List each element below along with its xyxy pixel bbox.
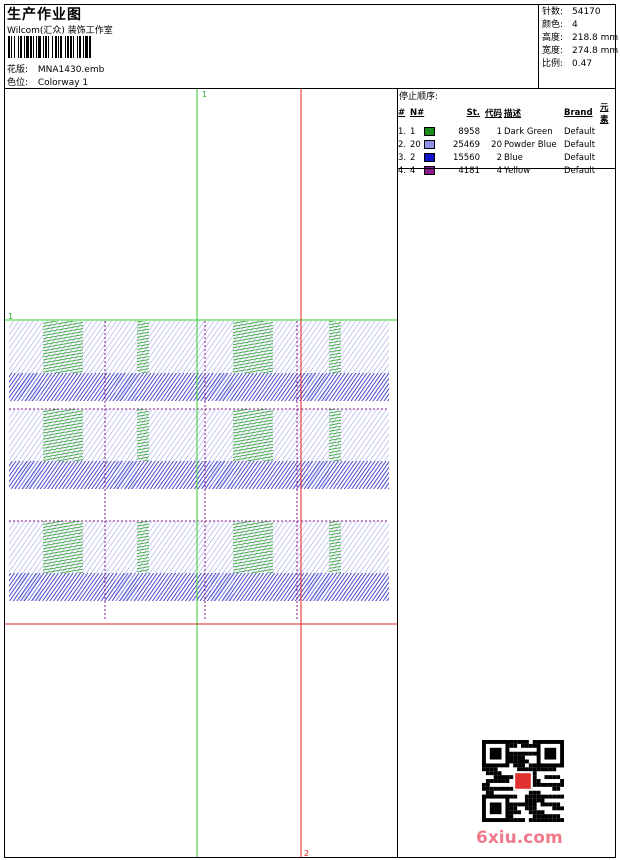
table-header-row: # N# St. 代码 描述 Brand 元素 <box>397 101 616 125</box>
embroidery-design <box>9 321 389 621</box>
stat-width: 宽度: 274.8 mm <box>542 46 619 56</box>
company-name: Wilcom(汇众) 装饰工作室 <box>7 26 113 36</box>
stat-colors: 颜色: 4 <box>542 20 578 30</box>
color-swatch <box>424 152 436 162</box>
design-stats: 针数: 54170 颜色: 4 高度: 218.8 mm 宽度: 274.8 mm 比例… <box>542 6 618 71</box>
color-sequence-divider <box>397 168 616 169</box>
table-row: 2. 20 25469 20 Powder Blue Default <box>398 139 596 150</box>
table-row: 4. 4 4181 4 Yellow Default <box>398 165 596 176</box>
sheet-title: 生产作业图 <box>7 7 82 23</box>
color-swatch <box>424 126 436 136</box>
stat-scale: 比例: 0.47 <box>542 59 593 69</box>
marker-start-top: 1 <box>202 90 207 99</box>
colorway-value: Colorway 1 <box>37 78 89 88</box>
col-stitches: St. <box>466 108 480 118</box>
table-row: 1. 1 8958 1 Dark Green Default <box>398 126 596 137</box>
stats-divider <box>538 4 539 88</box>
color-swatch <box>423 139 435 149</box>
color-sequence-table: # N# St. 代码 描述 Brand 元素 1. 1 8958 1 Dark… <box>397 101 616 177</box>
design-preview-canvas: 1 1 2 <box>5 89 397 857</box>
col-element: 元素 <box>600 103 609 125</box>
panel-divider <box>397 88 398 858</box>
col-description: 描述 <box>504 109 522 119</box>
col-needle: N# <box>410 108 425 118</box>
sheet-frame <box>4 4 616 858</box>
col-index: # <box>398 108 406 118</box>
qr-code <box>482 740 564 822</box>
table-row: 3. 2 15560 2 Blue Default <box>398 152 596 163</box>
colorway-label: 色位: <box>7 78 29 88</box>
design-file-row: 花版: MNA1430.emb <box>7 62 104 75</box>
design-file-value: MNA1430.emb <box>37 65 105 75</box>
barcode <box>8 36 91 58</box>
design-label: 花版: <box>7 65 29 75</box>
colorway-row: 色位: Colorway 1 <box>7 75 88 88</box>
stat-stitches: 针数: 54170 <box>542 7 601 17</box>
stat-height: 高度: 218.8 mm <box>542 33 619 43</box>
header-divider <box>4 88 616 89</box>
col-brand: Brand <box>564 108 593 118</box>
color-sequence-title: 停止顺序: <box>399 92 439 102</box>
marker-start-left: 1 <box>8 312 13 321</box>
marker-end-bottom: 2 <box>304 849 309 857</box>
color-swatch <box>424 165 436 175</box>
col-code: 代码 <box>484 109 502 119</box>
watermark: 6xiu.com <box>476 828 563 848</box>
